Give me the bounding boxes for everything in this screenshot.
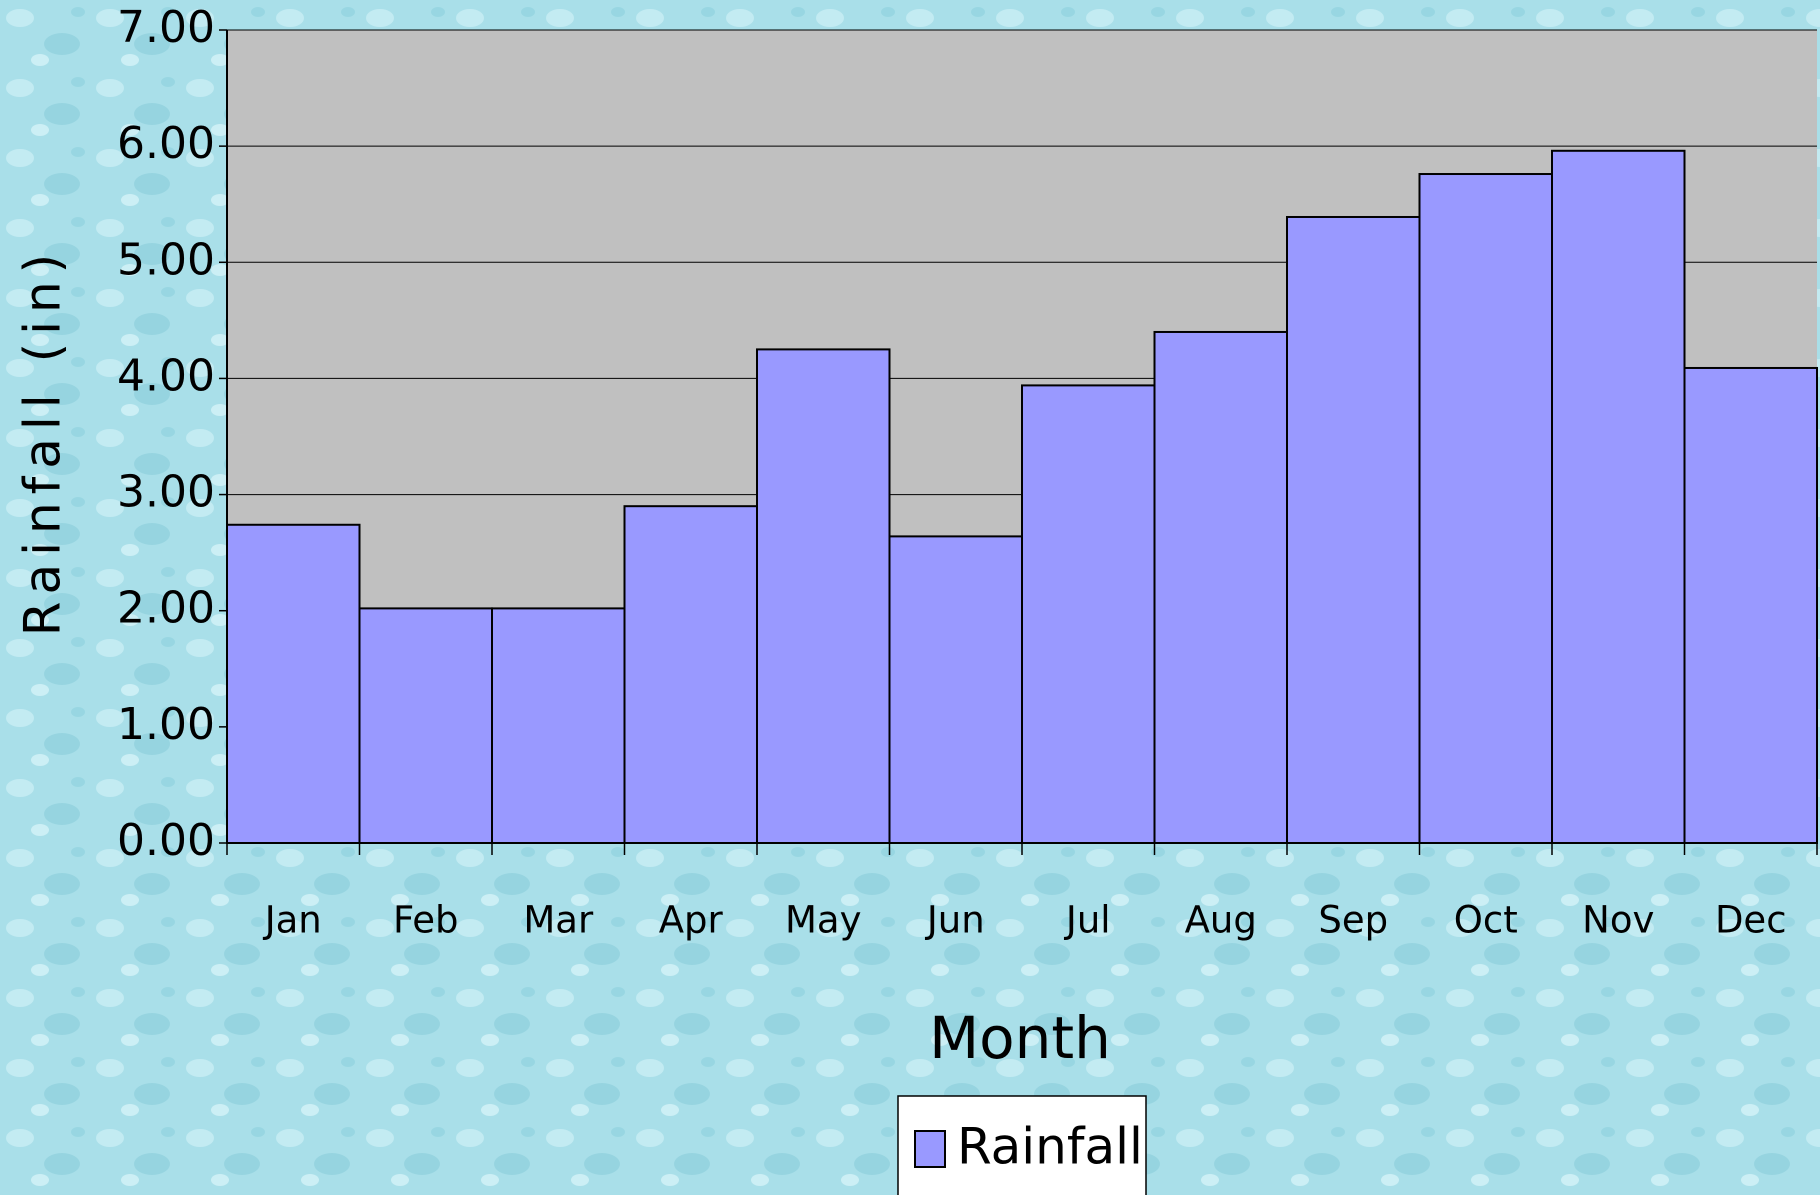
y-tick-label: 1.00 — [117, 699, 215, 750]
bar — [1551, 149, 1686, 844]
bar — [1418, 173, 1553, 844]
x-tick-label: Nov — [1582, 899, 1654, 942]
x-tick-label: Jun — [925, 899, 985, 942]
y-tick-label: 5.00 — [117, 234, 215, 285]
y-tick-label: 6.00 — [117, 118, 215, 169]
bar — [623, 505, 758, 844]
y-tick-label: 7.00 — [117, 2, 215, 53]
x-tick-label: Jan — [263, 899, 322, 942]
x-axis-label: Month — [929, 1004, 1111, 1072]
bar — [491, 607, 626, 844]
bar — [888, 535, 1023, 845]
y-tick-label: 3.00 — [117, 467, 215, 518]
x-tick-label: Dec — [1715, 899, 1787, 942]
bar — [756, 348, 891, 844]
x-tick-label: Jul — [1064, 899, 1111, 942]
x-tick-label: Sep — [1318, 899, 1388, 942]
bar — [1153, 330, 1288, 844]
x-tick-label: Oct — [1454, 899, 1518, 942]
bar — [1286, 215, 1421, 845]
bar — [358, 607, 493, 844]
x-tick-label: Mar — [523, 899, 594, 942]
x-tick-label: Feb — [393, 899, 459, 942]
y-tick-label: 0.00 — [117, 815, 215, 866]
x-tick-label: May — [785, 899, 862, 942]
legend-swatch — [914, 1130, 946, 1168]
y-tick-label: 2.00 — [117, 583, 215, 634]
bar — [226, 523, 361, 844]
y-axis-label: Rainfall (in) — [14, 246, 72, 636]
x-tick-label: Aug — [1185, 899, 1257, 942]
legend-label: Rainfall — [957, 1118, 1143, 1176]
y-tick-label: 4.00 — [117, 350, 215, 401]
x-tick-label: Apr — [659, 899, 724, 942]
bar — [1021, 384, 1156, 844]
bar — [1683, 366, 1818, 844]
